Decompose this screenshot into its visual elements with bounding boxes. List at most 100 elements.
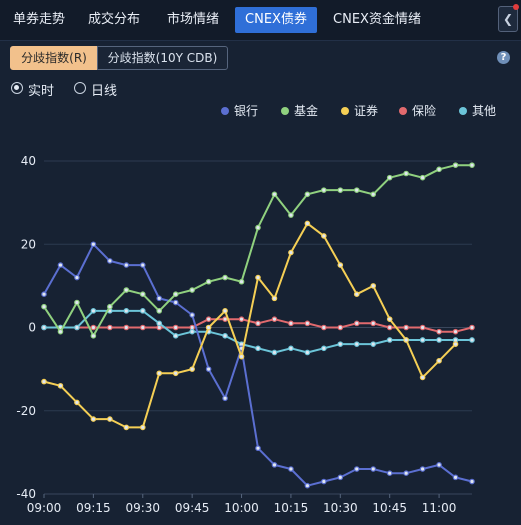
data-point-bank[interactable]: [90, 241, 97, 248]
data-point-fund[interactable]: [156, 308, 163, 314]
data-point-fund[interactable]: [370, 191, 377, 198]
data-point-other[interactable]: [304, 349, 311, 356]
tab-single-bond-trend[interactable]: 单券走势: [12, 12, 65, 27]
data-point-other[interactable]: [139, 308, 146, 314]
data-point-bank[interactable]: [57, 262, 64, 268]
data-point-bank[interactable]: [452, 474, 459, 481]
data-point-insurance[interactable]: [222, 316, 228, 322]
data-point-bank[interactable]: [288, 466, 294, 472]
data-point-bank[interactable]: [321, 478, 327, 485]
data-point-bank[interactable]: [139, 262, 146, 268]
data-point-other[interactable]: [255, 345, 261, 352]
data-point-bank[interactable]: [238, 345, 245, 352]
data-point-securities[interactable]: [238, 353, 245, 360]
data-point-fund[interactable]: [41, 303, 47, 310]
data-point-fund[interactable]: [419, 174, 426, 181]
data-point-fund[interactable]: [337, 187, 344, 193]
data-point-securities[interactable]: [90, 416, 97, 422]
data-point-fund[interactable]: [288, 212, 294, 218]
data-point-fund[interactable]: [57, 328, 64, 335]
data-point-securities[interactable]: [189, 366, 195, 372]
data-point-fund[interactable]: [222, 274, 228, 281]
data-point-bank[interactable]: [222, 395, 228, 402]
help-icon[interactable]: ?: [497, 51, 510, 64]
data-point-other[interactable]: [386, 337, 393, 343]
data-point-bank[interactable]: [403, 470, 409, 476]
data-point-other[interactable]: [452, 337, 459, 343]
data-point-bank[interactable]: [156, 295, 163, 302]
data-point-securities[interactable]: [156, 370, 163, 377]
data-point-bank[interactable]: [189, 312, 195, 318]
data-point-insurance[interactable]: [172, 324, 179, 331]
data-point-fund[interactable]: [386, 174, 393, 181]
data-point-securities[interactable]: [386, 316, 393, 322]
data-point-other[interactable]: [189, 328, 195, 335]
data-point-fund[interactable]: [172, 291, 179, 298]
legend-item-bank[interactable]: 银行: [221, 103, 265, 119]
data-point-bank[interactable]: [271, 462, 278, 468]
data-point-securities[interactable]: [321, 233, 327, 239]
data-point-securities[interactable]: [419, 374, 426, 381]
data-point-securities[interactable]: [74, 399, 80, 406]
data-point-securities[interactable]: [57, 382, 64, 389]
tab-cnex-fund-sentiment[interactable]: CNEX资金情绪: [333, 12, 421, 27]
data-point-other[interactable]: [57, 324, 64, 331]
data-point-fund[interactable]: [189, 287, 195, 293]
data-point-securities[interactable]: [41, 378, 47, 385]
tab-cnex-bond[interactable]: CNEX债券: [235, 7, 317, 33]
data-point-bank[interactable]: [205, 366, 212, 372]
data-point-bank[interactable]: [337, 474, 344, 481]
data-point-fund[interactable]: [255, 224, 261, 231]
legend-item-securities[interactable]: 证券: [341, 103, 385, 119]
data-point-other[interactable]: [74, 324, 80, 331]
data-point-other[interactable]: [321, 345, 327, 352]
data-point-fund[interactable]: [436, 166, 442, 173]
data-point-insurance[interactable]: [386, 324, 393, 331]
data-point-securities[interactable]: [172, 370, 179, 377]
data-point-insurance[interactable]: [156, 324, 163, 331]
data-point-other[interactable]: [271, 349, 278, 356]
data-point-securities[interactable]: [205, 324, 212, 331]
data-point-other[interactable]: [41, 324, 47, 331]
data-point-securities[interactable]: [123, 424, 130, 431]
data-point-bank[interactable]: [386, 470, 393, 476]
data-point-fund[interactable]: [321, 187, 327, 193]
data-point-insurance[interactable]: [321, 324, 327, 331]
data-point-securities[interactable]: [304, 220, 311, 227]
data-point-insurance[interactable]: [469, 324, 475, 331]
data-point-insurance[interactable]: [271, 316, 278, 322]
data-point-fund[interactable]: [90, 333, 97, 339]
data-point-insurance[interactable]: [41, 324, 47, 331]
data-point-other[interactable]: [419, 337, 426, 343]
data-point-insurance[interactable]: [238, 316, 245, 322]
data-point-securities[interactable]: [436, 357, 442, 364]
data-point-insurance[interactable]: [90, 324, 97, 331]
data-point-other[interactable]: [222, 333, 228, 339]
data-point-securities[interactable]: [288, 249, 294, 256]
data-point-bank[interactable]: [436, 462, 442, 468]
data-point-securities[interactable]: [337, 262, 344, 268]
data-point-insurance[interactable]: [370, 320, 377, 327]
data-point-other[interactable]: [156, 320, 163, 327]
radio-realtime[interactable]: 实时: [11, 80, 71, 99]
data-point-insurance[interactable]: [403, 324, 409, 331]
data-point-other[interactable]: [205, 328, 212, 335]
legend-item-other[interactable]: 其他: [459, 103, 503, 119]
data-point-insurance[interactable]: [255, 320, 261, 327]
data-point-insurance[interactable]: [288, 320, 294, 327]
data-point-other[interactable]: [288, 345, 294, 352]
data-point-securities[interactable]: [222, 308, 228, 314]
data-point-bank[interactable]: [255, 445, 261, 452]
data-point-fund[interactable]: [271, 191, 278, 198]
data-point-fund[interactable]: [205, 278, 212, 285]
data-point-fund[interactable]: [452, 162, 459, 168]
data-point-insurance[interactable]: [57, 324, 64, 331]
data-point-bank[interactable]: [107, 258, 113, 264]
data-point-bank[interactable]: [74, 274, 80, 281]
data-point-other[interactable]: [370, 341, 377, 347]
data-point-other[interactable]: [90, 308, 97, 314]
data-point-bank[interactable]: [353, 466, 360, 472]
data-point-other[interactable]: [107, 308, 113, 314]
data-point-other[interactable]: [403, 337, 409, 343]
data-point-bank[interactable]: [123, 262, 130, 268]
